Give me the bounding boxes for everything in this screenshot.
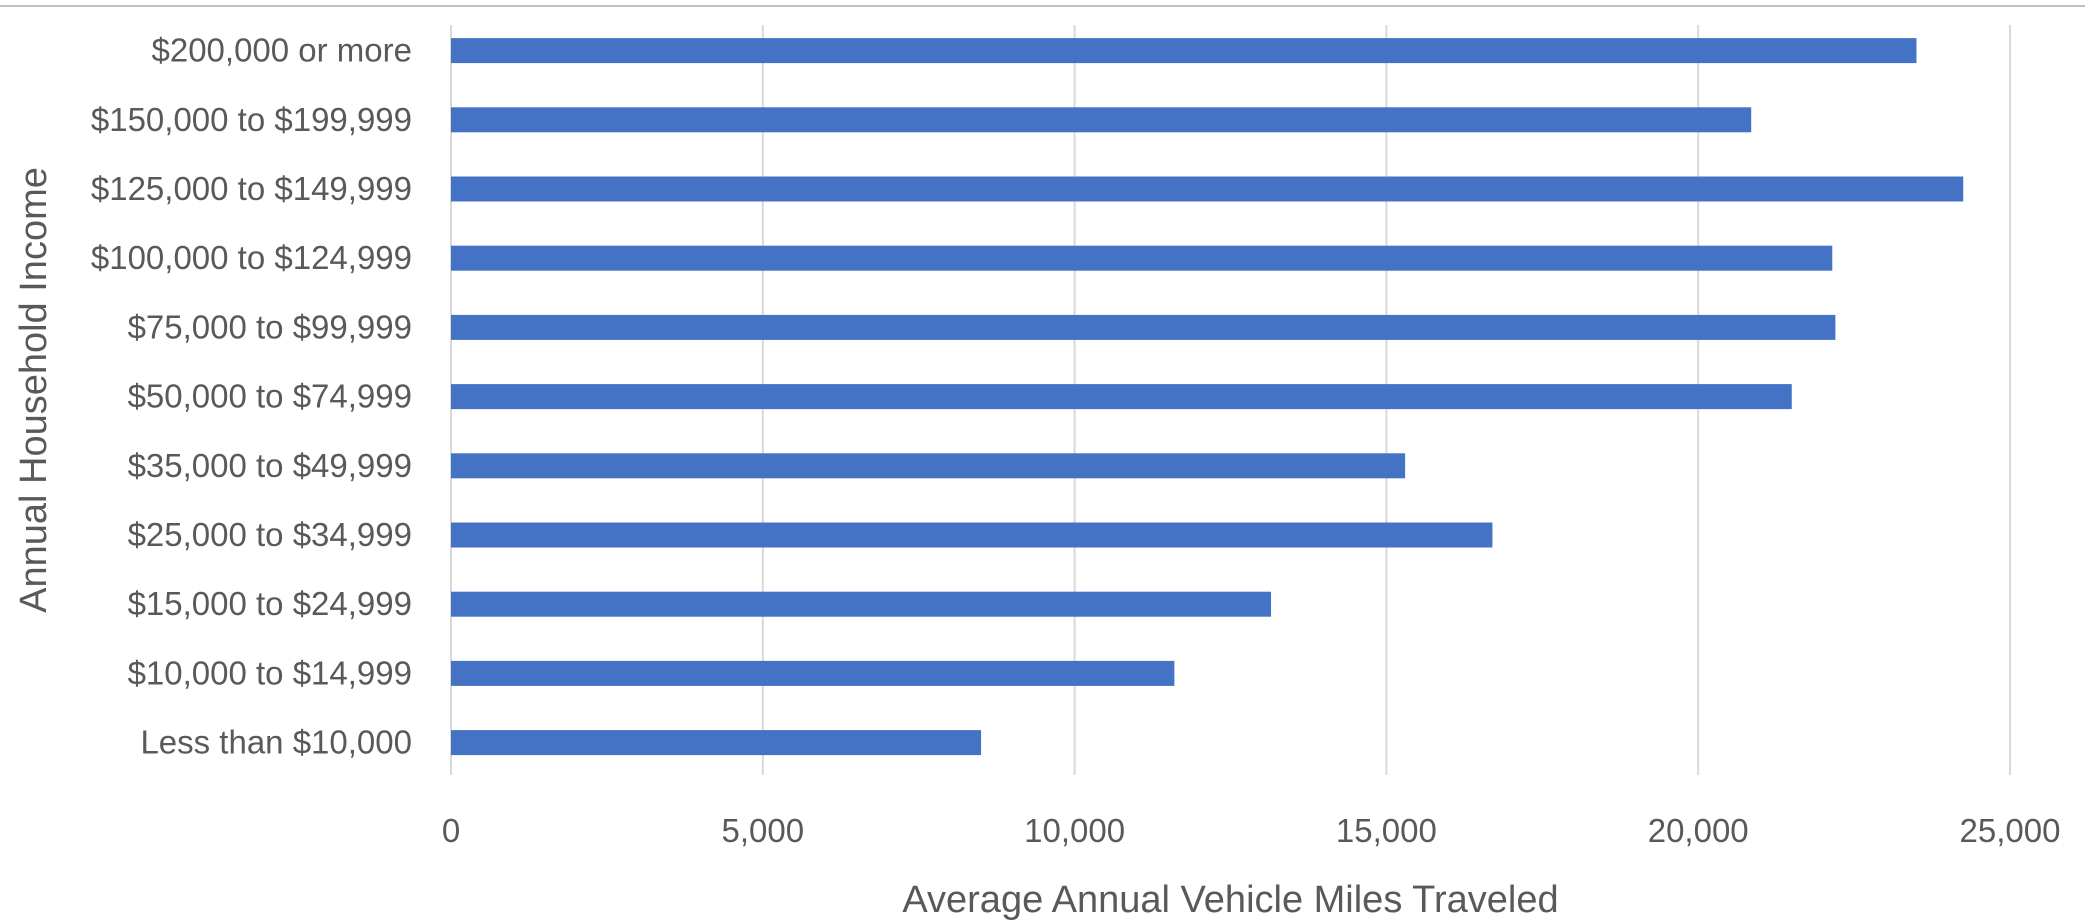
bar — [451, 453, 1406, 479]
category-label: $35,000 to $49,999 — [128, 447, 412, 484]
category-labels: $200,000 or more $150,000 to $199,999 $125… — [91, 32, 412, 761]
x-tick-label: 5,000 — [722, 812, 805, 849]
x-tick-label: 20,000 — [1648, 812, 1749, 849]
category-label: $50,000 to $74,999 — [128, 378, 412, 415]
category-label: $150,000 to $199,999 — [91, 101, 412, 138]
x-tick-label: 15,000 — [1336, 812, 1437, 849]
bar — [451, 314, 1836, 340]
bar — [451, 38, 1917, 64]
y-axis-title: Annual Household Income — [13, 167, 55, 613]
category-label: Less than $10,000 — [140, 724, 412, 761]
bar — [451, 591, 1272, 617]
bar — [451, 176, 1964, 202]
category-label: $25,000 to $34,999 — [128, 516, 412, 553]
x-tick-label: 25,000 — [1960, 812, 2061, 849]
category-label: $10,000 to $14,999 — [128, 654, 412, 691]
x-axis-title: Average Annual Vehicle Miles Traveled — [902, 879, 1558, 921]
bar — [451, 730, 982, 756]
bar — [451, 384, 1792, 410]
bar — [451, 107, 1752, 133]
bars — [451, 38, 1964, 756]
x-tick-labels: 0 5,000 10,000 15,000 20,000 25,000 — [442, 812, 2061, 849]
category-label: $100,000 to $124,999 — [91, 239, 412, 276]
bar — [451, 660, 1175, 686]
category-label: $15,000 to $24,999 — [128, 585, 412, 622]
bar — [451, 522, 1493, 548]
category-label: $125,000 to $149,999 — [91, 170, 412, 207]
category-label: $75,000 to $99,999 — [128, 308, 412, 345]
x-tick-label: 0 — [442, 812, 460, 849]
x-tick-label: 10,000 — [1024, 812, 1125, 849]
category-label: $200,000 or more — [151, 32, 412, 69]
bar — [451, 245, 1833, 271]
